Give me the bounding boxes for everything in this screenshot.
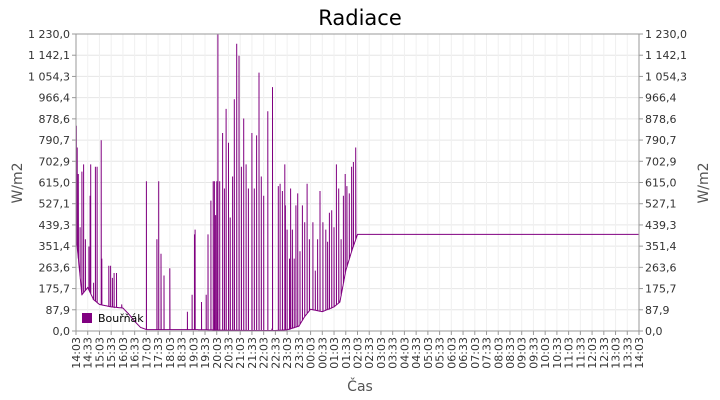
x-tick-label: 21:03 bbox=[234, 337, 247, 369]
legend: Bouřňák bbox=[82, 312, 144, 325]
x-tick-label: 10:33 bbox=[551, 337, 564, 369]
x-tick-label: 12:03 bbox=[586, 337, 599, 369]
x-tick-label: 22:33 bbox=[269, 337, 282, 369]
x-tick-label: 09:03 bbox=[516, 337, 529, 369]
legend-label: Bouřňák bbox=[98, 312, 144, 325]
y-axis-label-left: W/m2 bbox=[10, 162, 26, 203]
series-layer bbox=[75, 33, 639, 332]
y-tick-label-right: 878,6 bbox=[645, 113, 677, 126]
x-tick-label: 13:03 bbox=[610, 337, 623, 369]
x-tick-label: 04:03 bbox=[398, 337, 411, 369]
y-tick-label-left: 87,9 bbox=[46, 304, 71, 317]
y-tick-label-left: 351,4 bbox=[39, 240, 71, 253]
x-tick-label: 16:33 bbox=[129, 337, 142, 369]
y-tick-label-left: 790,7 bbox=[39, 134, 71, 147]
x-tick-label: 18:03 bbox=[164, 337, 177, 369]
legend-swatch bbox=[82, 313, 92, 323]
x-tick-label: 02:03 bbox=[352, 337, 365, 369]
x-tick-label: 00:03 bbox=[305, 337, 318, 369]
y-tick-label-left: 966,4 bbox=[39, 92, 71, 105]
y-tick-label-right: 263,6 bbox=[645, 261, 677, 274]
x-tick-label: 06:03 bbox=[445, 337, 458, 369]
y-axis-label-right: W/m2 bbox=[696, 162, 712, 203]
y-tick-label-left: 0,0 bbox=[53, 325, 71, 338]
x-tick-label: 21:33 bbox=[246, 337, 259, 369]
x-axis-label: Čas bbox=[347, 377, 373, 395]
x-tick-label: 03:33 bbox=[387, 337, 400, 369]
x-tick-label: 23:33 bbox=[293, 337, 306, 369]
x-tick-label: 14:03 bbox=[70, 337, 83, 369]
y-tick-label-right: 0,0 bbox=[645, 325, 663, 338]
y-tick-label-right: 87,9 bbox=[645, 304, 670, 317]
x-tick-label: 10:03 bbox=[539, 337, 552, 369]
x-tick-label: 17:33 bbox=[152, 337, 165, 369]
y-tick-label-right: 1 054,3 bbox=[645, 70, 687, 83]
y-tick-label-right: 527,1 bbox=[645, 198, 677, 211]
y-tick-label-right: 351,4 bbox=[645, 240, 677, 253]
y-tick-label-left: 878,6 bbox=[39, 113, 71, 126]
y-tick-label-left: 527,1 bbox=[39, 198, 71, 211]
y-tick-label-left: 1 054,3 bbox=[28, 70, 70, 83]
x-tick-label: 12:33 bbox=[598, 337, 611, 369]
x-tick-label: 15:03 bbox=[93, 337, 106, 369]
x-tick-label: 22:03 bbox=[258, 337, 271, 369]
x-tick-label: 23:03 bbox=[281, 337, 294, 369]
y-tick-label-right: 790,7 bbox=[645, 134, 677, 147]
x-tick-label: 02:33 bbox=[363, 337, 376, 369]
x-tick-label: 07:33 bbox=[481, 337, 494, 369]
y-tick-label-left: 175,7 bbox=[39, 283, 71, 296]
x-tick-label: 04:33 bbox=[410, 337, 423, 369]
x-tick-label: 05:33 bbox=[434, 337, 447, 369]
y-tick-label-left: 615,0 bbox=[39, 177, 71, 190]
x-tick-label: 01:03 bbox=[328, 337, 341, 369]
x-tick-label: 19:03 bbox=[187, 337, 200, 369]
y-tick-label-left: 1 142,1 bbox=[28, 49, 70, 62]
x-tick-label: 20:03 bbox=[211, 337, 224, 369]
y-tick-label-right: 1 142,1 bbox=[645, 49, 687, 62]
x-axis: 14:0314:3315:0315:3316:0316:3317:0317:33… bbox=[70, 331, 646, 369]
x-tick-label: 11:33 bbox=[574, 337, 587, 369]
y-tick-label-right: 966,4 bbox=[645, 92, 677, 105]
x-tick-label: 15:33 bbox=[105, 337, 118, 369]
x-tick-label: 19:33 bbox=[199, 337, 212, 369]
x-tick-label: 11:03 bbox=[563, 337, 576, 369]
x-tick-label: 00:33 bbox=[316, 337, 329, 369]
y-tick-label-left: 702,9 bbox=[39, 155, 71, 168]
y-tick-label-left: 1 230,0 bbox=[28, 28, 70, 41]
x-tick-label: 07:03 bbox=[469, 337, 482, 369]
y-tick-label-right: 1 230,0 bbox=[645, 28, 687, 41]
series-line-bournak bbox=[75, 33, 639, 332]
x-tick-label: 03:03 bbox=[375, 337, 388, 369]
x-tick-label: 01:33 bbox=[340, 337, 353, 369]
y-tick-label-left: 439,3 bbox=[39, 219, 71, 232]
y-axis-right: 0,0 87,9 175,7 263,6 351,4 439,3 527,1 615,0 702… bbox=[639, 28, 687, 338]
x-tick-label: 18:33 bbox=[176, 337, 189, 369]
x-tick-label: 16:03 bbox=[117, 337, 130, 369]
y-tick-label-right: 615,0 bbox=[645, 177, 677, 190]
x-tick-label: 17:03 bbox=[140, 337, 153, 369]
x-tick-label: 14:03 bbox=[633, 337, 646, 369]
y-tick-label-right: 439,3 bbox=[645, 219, 677, 232]
x-tick-label: 05:03 bbox=[422, 337, 435, 369]
chart-title: Radiace bbox=[318, 6, 402, 30]
x-tick-label: 09:33 bbox=[527, 337, 540, 369]
x-tick-label: 14:33 bbox=[82, 337, 95, 369]
y-tick-label-left: 263,6 bbox=[39, 261, 71, 274]
y-tick-label-right: 175,7 bbox=[645, 283, 677, 296]
x-tick-label: 06:33 bbox=[457, 337, 470, 369]
x-tick-label: 08:03 bbox=[492, 337, 505, 369]
y-axis-left: 0,0 87,9 175,7 263,6 351,4 439,3 527,1 615,0 702… bbox=[28, 28, 76, 338]
x-tick-label: 20:33 bbox=[222, 337, 235, 369]
y-tick-label-right: 702,9 bbox=[645, 155, 677, 168]
x-tick-label: 08:33 bbox=[504, 337, 517, 369]
x-tick-label: 13:33 bbox=[621, 337, 634, 369]
